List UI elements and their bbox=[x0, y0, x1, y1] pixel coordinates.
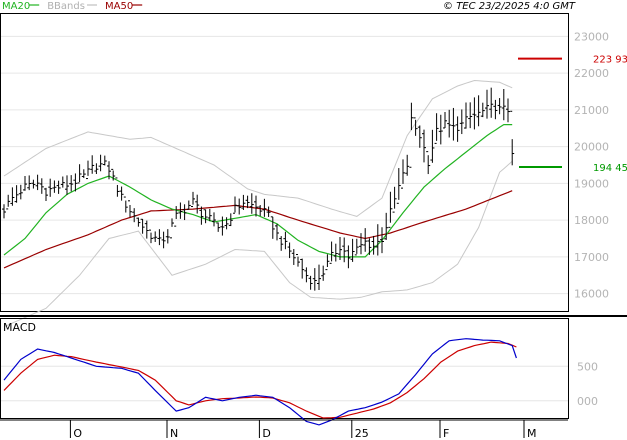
x-axis-tick-label: M bbox=[527, 427, 537, 440]
price-y-tick-label: 21000 bbox=[574, 104, 609, 117]
x-axis-tick-label: 25 bbox=[355, 427, 369, 440]
price-panel-frame bbox=[0, 13, 569, 312]
price-y-tick-label: 20000 bbox=[574, 141, 609, 154]
level-marker-label: 223 93 bbox=[593, 55, 627, 66]
x-axis: O N D 25 F M bbox=[0, 419, 568, 440]
price-y-tick-label: 22000 bbox=[574, 67, 609, 80]
price-y-tick-label: 18000 bbox=[574, 214, 609, 227]
price-panel: 16000 17000 18000 19000 20000 21000 22000 23000… bbox=[0, 13, 627, 328]
copyright-label: © TEC 23/2/2025 4:0 GMT bbox=[443, 1, 576, 12]
level-marker-label: 194 45 bbox=[593, 163, 627, 174]
x-axis-tick-label: D bbox=[262, 427, 270, 440]
x-axis-tick-label: O bbox=[73, 427, 82, 440]
macd-signal-line bbox=[3, 341, 517, 419]
macd-y-tick-label: 500 bbox=[577, 360, 598, 373]
macd-title: MACD bbox=[3, 321, 36, 334]
legend-label-bbands: BBands bbox=[47, 1, 85, 12]
x-axis-tick-label: F bbox=[443, 427, 449, 440]
legend: MA20 BBands MA50 bbox=[2, 1, 143, 12]
x-axis-tick-label: N bbox=[170, 427, 178, 440]
legend-label-ma50: MA50 bbox=[105, 1, 133, 12]
macd-panel: MACD 000 500 bbox=[0, 315, 627, 426]
price-y-tick-label: 16000 bbox=[574, 288, 609, 301]
bbands-upper-line bbox=[3, 79, 513, 217]
bbands-lower-line bbox=[3, 160, 513, 328]
price-y-tick-label: 17000 bbox=[574, 251, 609, 264]
ma20-line bbox=[3, 123, 513, 258]
legend-label-ma20: MA20 bbox=[2, 1, 30, 12]
macd-panel-frame bbox=[0, 318, 569, 419]
macd-line bbox=[3, 338, 517, 426]
price-y-tick-label: 19000 bbox=[574, 177, 609, 190]
price-y-tick-label: 23000 bbox=[574, 30, 609, 43]
macd-y-tick-label: 000 bbox=[577, 395, 598, 408]
ma50-line bbox=[3, 190, 513, 269]
